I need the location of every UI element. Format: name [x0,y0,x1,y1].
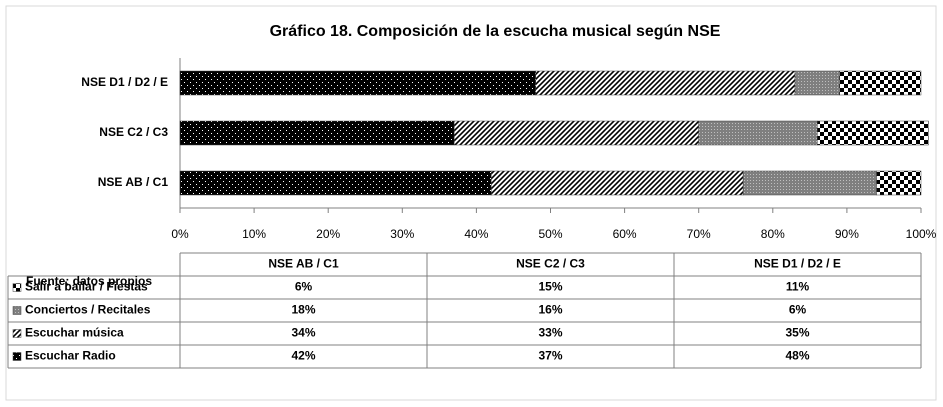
table-header: NSE AB / C1 [268,257,339,271]
table-value: 37% [538,349,562,363]
bar-segment [876,170,922,196]
table-header: NSE D1 / D2 / E [754,257,841,271]
bar-segment [817,120,929,146]
legend-label: Conciertos / Recitales [25,303,151,317]
table-value: 15% [538,280,562,294]
bar-segment [698,120,818,146]
x-tick-label: 70% [687,227,711,241]
y-tick-label: NSE C2 / C3 [99,125,168,139]
table-value: 6% [789,303,807,317]
bar-segment [742,170,877,196]
x-tick-label: 100% [906,227,937,241]
x-tick-label: 60% [613,227,637,241]
bar-segment [453,120,699,146]
x-tick-label: 50% [538,227,562,241]
legend-label: Escuchar música [25,326,124,340]
x-tick-label: 30% [390,227,414,241]
y-tick-label: NSE AB / C1 [98,175,169,189]
legend-swatch [12,329,22,338]
legend-label: Escuchar Radio [25,349,116,363]
x-tick-label: 20% [316,227,340,241]
bar-segment [179,120,455,146]
bar-segment [794,70,840,96]
chart-border [5,5,937,401]
bar-segment [490,170,744,196]
legend-swatch [12,306,22,315]
bar-segment [179,170,492,196]
table-value: 16% [538,303,562,317]
x-tick-label: 40% [464,227,488,241]
table-value: 48% [785,349,809,363]
legend-swatch [12,352,22,361]
x-tick-label: 0% [171,227,189,241]
table-header: NSE C2 / C3 [516,257,585,271]
table-value: 33% [538,326,562,340]
x-tick-label: 80% [761,227,785,241]
x-tick-label: 10% [242,227,266,241]
table-value: 34% [291,326,315,340]
bar-segment [839,70,922,96]
bar-segment [535,70,796,96]
table-value: 42% [291,349,315,363]
bar-segment [179,70,536,96]
legend-swatch [12,283,22,292]
legend-label: Salir a bailar / Fiestas [25,280,148,294]
table-value: 11% [786,280,810,294]
table-value: 35% [785,326,809,340]
table-value: 18% [291,303,315,317]
table-value: 6% [295,280,313,294]
x-tick-label: 90% [835,227,859,241]
chart-title: Gráfico 18. Composición de la escucha mu… [270,23,721,40]
y-tick-label: NSE D1 / D2 / E [81,75,168,89]
source-note: Fuente: datos propios [26,274,152,288]
